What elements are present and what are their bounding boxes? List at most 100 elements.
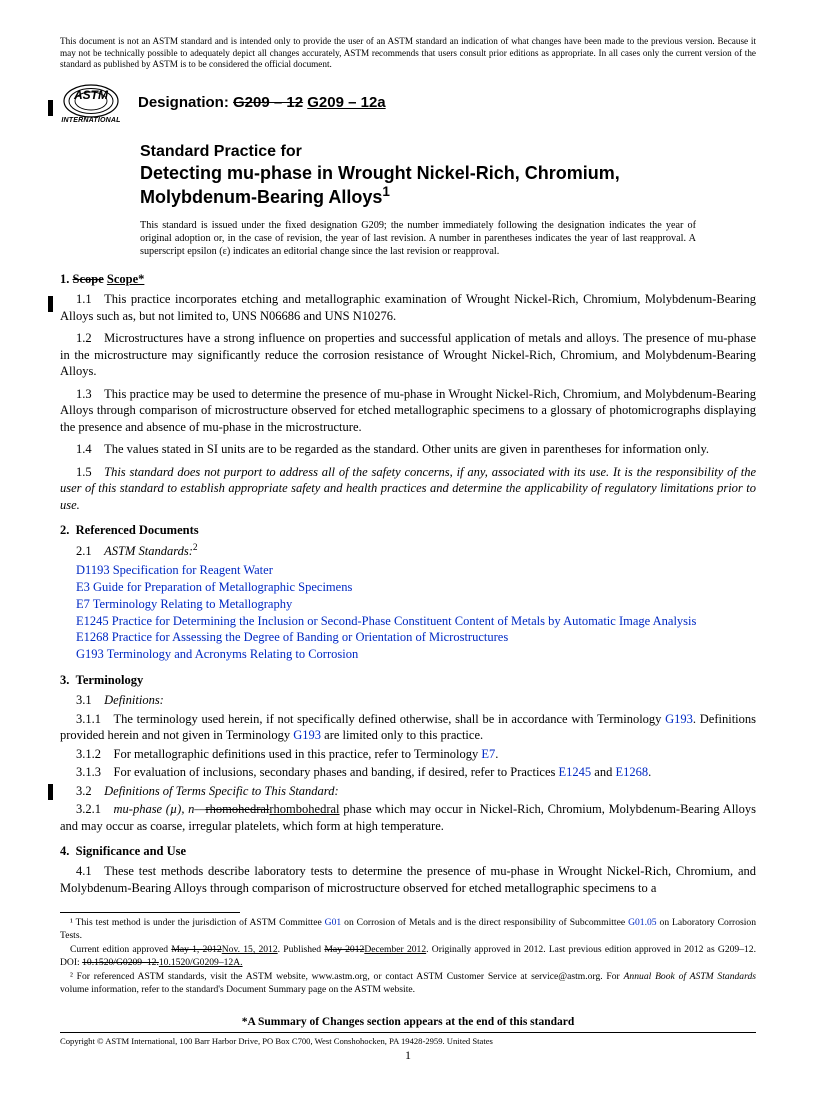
astm-logo: ASTM INTERNATIONAL [60,81,122,124]
fn2-a: ² For referenced ASTM standards, visit t… [70,971,624,982]
p313-a: 3.1.3 For evaluation of inclusions, seco… [76,765,559,779]
fn1b-old3: 10.1520/G0209–12. [82,957,159,968]
para-3-2-1: 3.2.1 mu-phase (µ), n—rhomohedralrhomboh… [60,801,756,834]
fn1b-old2: May 2012 [324,944,364,955]
link-g0105[interactable]: G01.05 [628,917,657,928]
title-lead: Standard Practice for [140,142,756,162]
p312-b: . [495,747,498,761]
copyright: Copyright © ASTM International, 100 Barr… [60,1032,756,1046]
ref-code[interactable]: E1268 [76,630,109,644]
para-4-1: 4.1 These test methods describe laborato… [60,863,756,896]
change-bar [48,784,53,800]
astm-logo-icon: ASTM [62,81,120,119]
p312-a: 3.1.2 For metallographic definitions use… [76,747,481,761]
p313-mid: and [591,765,615,779]
p21-fnref: 2 [193,543,198,553]
para-2-1: 2.1 ASTM Standards:2 [60,542,756,560]
logo-subtext: INTERNATIONAL [61,117,120,124]
title-main-line1: Detecting mu-phase in Wrought Nickel-Ric… [140,162,756,185]
fn1b-old1: May 1, 2012 [171,944,221,955]
sec1-num: 1. [60,272,69,286]
change-bar [48,100,53,116]
p321-new: rhombohedral [269,802,339,816]
fn1b-new1: Nov. 15, 2012 [222,944,278,955]
designation-label: Designation: [138,94,229,111]
footnote-2: ² For referenced ASTM standards, visit t… [60,971,756,996]
ref-code[interactable]: E3 [76,580,90,594]
ref-title[interactable]: Terminology and Acronyms Relating to Cor… [107,647,359,661]
title-block: Standard Practice for Detecting mu-phase… [140,142,756,209]
para-1-4: 1.4 The values stated in SI units are to… [60,441,756,458]
header-row: ASTM INTERNATIONAL Designation: G209 – 1… [60,81,756,124]
ref-title[interactable]: Practice for Determining the Inclusion o… [112,614,697,628]
ref-d1193: D1193 Specification for Reagent Water [76,562,756,579]
ref-title[interactable]: Practice for Assessing the Degree of Ban… [112,630,508,644]
p32-num: 3.2 [76,784,104,798]
p31-label: Definitions: [104,693,164,707]
para-1-5-num: 1.5 [76,465,104,479]
para-3-1-3: 3.1.3 For evaluation of inclusions, seco… [60,764,756,781]
fn1b-b: . Published [278,944,325,955]
p32-label: Definitions of Terms Specific to This St… [104,784,339,798]
fn2-ital: Annual Book of ASTM Standards [624,971,756,982]
section-3-head: 3. Terminology [60,673,756,688]
change-bar [48,296,53,312]
link-e7[interactable]: E7 [481,747,495,761]
ref-e7: E7 Terminology Relating to Metallography [76,596,756,613]
p311-a: 3.1.1 The terminology used herein, if no… [76,712,665,726]
ref-g193: G193 Terminology and Acronyms Relating t… [76,646,756,663]
para-1-1: 1.1 This practice incorporates etching a… [60,291,756,324]
p311-c: are limited only to this practice. [321,728,483,742]
fn1b-new2: December 2012 [364,944,426,955]
title-main-text: Molybdenum-Bearing Alloys [140,187,382,207]
page-number: 1 [60,1048,756,1063]
para-3-1-2: 3.1.2 For metallographic definitions use… [60,746,756,763]
ref-e3: E3 Guide for Preparation of Metallograph… [76,579,756,596]
link-e1268[interactable]: E1268 [615,765,648,779]
para-1-5-body: This standard does not purport to addres… [60,465,756,512]
link-g01[interactable]: G01 [325,917,342,928]
sec1-head-old: Scope [73,272,104,286]
link-g193[interactable]: G193 [665,712,693,726]
designation-new: G209 – 12a [307,94,385,111]
fn2-b: volume information, refer to the standar… [60,984,415,995]
designation-old: G209 – 12 [233,94,303,111]
issuance-note: This standard is issued under the fixed … [140,219,696,259]
para-3-1-1: 3.1.1 The terminology used herein, if no… [60,711,756,744]
link-e1245[interactable]: E1245 [559,765,592,779]
top-disclaimer: This document is not an ASTM standard an… [60,36,756,71]
section-2-head: 2. Referenced Documents [60,523,756,538]
ref-code[interactable]: D1193 [76,563,110,577]
ref-code[interactable]: E7 [76,597,90,611]
para-3-2: 3.2 Definitions of Terms Specific to Thi… [60,783,756,800]
ref-code[interactable]: G193 [76,647,104,661]
summary-of-changes-note: *A Summary of Changes section appears at… [60,1016,756,1028]
link-g193-b[interactable]: G193 [293,728,321,742]
p321-old: rhomohedral [206,802,270,816]
ref-code[interactable]: E1245 [76,614,109,628]
ref-title[interactable]: Terminology Relating to Metallography [93,597,292,611]
p21-label: ASTM Standards: [104,544,193,558]
para-1-5: 1.5 This standard does not purport to ad… [60,464,756,514]
footnote-1b: Current edition approved May 1, 2012Nov.… [60,944,756,969]
p21-num: 2.1 [76,544,104,558]
footnote-1: ¹ This test method is under the jurisdic… [60,917,756,942]
svg-text:ASTM: ASTM [73,88,109,102]
section-1-head: 1. Scope Scope* [60,272,756,287]
ref-e1245: E1245 Practice for Determining the Inclu… [76,613,756,630]
sec1-head-new: Scope* [107,272,145,286]
ref-title[interactable]: Guide for Preparation of Metallographic … [93,580,352,594]
title-main-line2: Molybdenum-Bearing Alloys1 [140,184,756,209]
para-1-3: 1.3 This practice may be used to determi… [60,386,756,436]
title-footnote-ref: 1 [382,184,390,199]
section-4-head: 4. Significance and Use [60,844,756,859]
fn1b-a: Current edition approved [70,944,171,955]
p321-num: 3.2.1 [76,802,114,816]
ref-title[interactable]: Specification for Reagent Water [113,563,273,577]
designation: Designation: G209 – 12 G209 – 12a [138,94,386,111]
ref-e1268: E1268 Practice for Assessing the Degree … [76,629,756,646]
p313-b: . [648,765,651,779]
fn1-a: ¹ This test method is under the jurisdic… [70,917,325,928]
para-3-1: 3.1 Definitions: [60,692,756,709]
fn1-b: on Corrosion of Metals and is the direct… [341,917,628,928]
